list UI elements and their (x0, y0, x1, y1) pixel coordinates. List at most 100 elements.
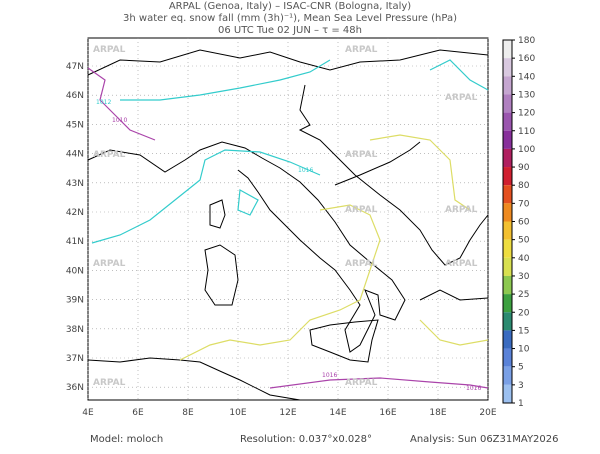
coastline (204, 244, 239, 306)
lat-label: 41N (66, 237, 84, 247)
isobar (429, 59, 489, 91)
colorbar-label: 70 (518, 199, 530, 209)
isobar (369, 134, 471, 211)
watermark: ARPAL (345, 150, 378, 160)
colorbar-label: 25 (518, 290, 529, 300)
lat-label: 47N (66, 62, 84, 72)
isobar (87, 67, 156, 141)
colorbar-swatch (503, 112, 512, 131)
colorbar-label: 90 (518, 163, 530, 173)
isobar-label: 1010 (112, 117, 127, 124)
colorbar-label: 1 (518, 399, 524, 409)
colorbar-swatch (503, 40, 512, 59)
colorbar-swatch (503, 348, 512, 367)
colorbar-label: 110 (518, 127, 535, 137)
watermark: ARPAL (445, 205, 478, 215)
watermark: ARPAL (345, 45, 378, 55)
isobar (120, 59, 331, 101)
lat-label: 42N (66, 208, 84, 218)
watermark: ARPAL (93, 45, 126, 55)
lon-label: 8E (182, 408, 194, 418)
colorbar-swatch (503, 330, 512, 349)
coastline (87, 141, 406, 353)
coastline (87, 357, 301, 401)
lon-label: 16E (379, 408, 396, 418)
colorbar: 1801601401301201101009080706050403025201… (502, 36, 535, 409)
map-labels: 47N 46N 45N 44N 43N 42N 41N 40N 39N 38N 37N 36N 4E 6E… (66, 45, 497, 418)
colorbar-swatch (503, 257, 512, 276)
watermark: ARPAL (93, 259, 126, 269)
title-line: 3h water eq. snow fall (mm (3h)⁻¹), Mean… (123, 13, 457, 24)
colorbar-label: 180 (518, 36, 535, 46)
colorbar-label: 40 (518, 254, 530, 264)
lat-label: 45N (66, 120, 84, 130)
colorbar-label: 10 (518, 345, 530, 355)
lat-label: 36N (66, 383, 84, 393)
lon-label: 12E (279, 408, 296, 418)
coastline (334, 141, 421, 186)
isobar-label: 1016 (466, 385, 481, 392)
isobar-label: 1012 (96, 99, 111, 106)
watermark: ARPAL (345, 378, 378, 388)
colorbar-label: 120 (518, 109, 535, 119)
colorbar-swatch (503, 275, 512, 295)
colorbar-swatch (503, 130, 512, 149)
isobar (237, 189, 259, 216)
footer-resolution: Resolution: 0.037°x0.028° (240, 434, 372, 445)
title-line: 06 UTC Tue 02 JUN – τ = 48h (218, 25, 362, 36)
footer-model: Model: moloch (90, 434, 163, 445)
coastline (309, 319, 379, 363)
isobar (269, 377, 489, 389)
colorbar-label: 50 (518, 236, 530, 246)
colorbar-swatch (503, 203, 512, 222)
colorbar-swatch (503, 94, 512, 113)
colorbar-frame (502, 39, 513, 404)
colorbar-label: 60 (518, 218, 530, 228)
lon-label: 4E (82, 408, 94, 418)
colorbar-swatch (503, 312, 512, 331)
colorbar-swatch (503, 239, 512, 258)
lat-label: 44N (66, 150, 84, 160)
lat-label: 37N (66, 354, 84, 364)
colorbar-label: 140 (518, 72, 535, 82)
lat-label: 38N (66, 325, 84, 335)
lat-label: 39N (66, 296, 84, 306)
lat-label: 46N (66, 91, 84, 101)
colorbar-label: 30 (518, 272, 530, 282)
footer-analysis: Analysis: Sun 06Z31MAY2026 (410, 434, 559, 445)
contours (87, 59, 489, 389)
lon-label: 20E (479, 408, 496, 418)
coastline (419, 289, 489, 301)
lon-label: 6E (132, 408, 144, 418)
isobar (179, 204, 381, 361)
lat-label: 40N (66, 266, 84, 276)
colorbar-label: 100 (518, 145, 535, 155)
coastline (87, 49, 489, 76)
colorbar-label: 160 (518, 54, 535, 64)
lon-label: 10E (229, 408, 246, 418)
isobar (91, 149, 321, 244)
colorbar-swatch (503, 294, 512, 313)
isobar (419, 319, 489, 346)
colorbar-swatch (503, 366, 512, 385)
isobar-label: 1016 (322, 372, 337, 379)
colorbar-label: 5 (518, 363, 524, 373)
coastline (209, 199, 226, 229)
grid (87, 38, 489, 400)
lat-label: 43N (66, 179, 84, 189)
colorbar-swatch (503, 58, 512, 77)
watermark: ARPAL (93, 378, 126, 388)
watermark: ARPAL (93, 150, 126, 160)
watermark: ARPAL (445, 93, 478, 103)
colorbar-swatch (503, 384, 512, 403)
colorbar-swatch (503, 76, 512, 95)
lon-label: 14E (329, 408, 346, 418)
watermark: ARPAL (345, 259, 378, 269)
watermark: ARPAL (445, 259, 478, 269)
isobar-label: 1016 (298, 167, 313, 174)
colorbar-label: 20 (518, 308, 530, 318)
colorbar-swatch (503, 185, 512, 204)
coastline (298, 84, 489, 266)
colorbar-swatch (503, 167, 512, 186)
